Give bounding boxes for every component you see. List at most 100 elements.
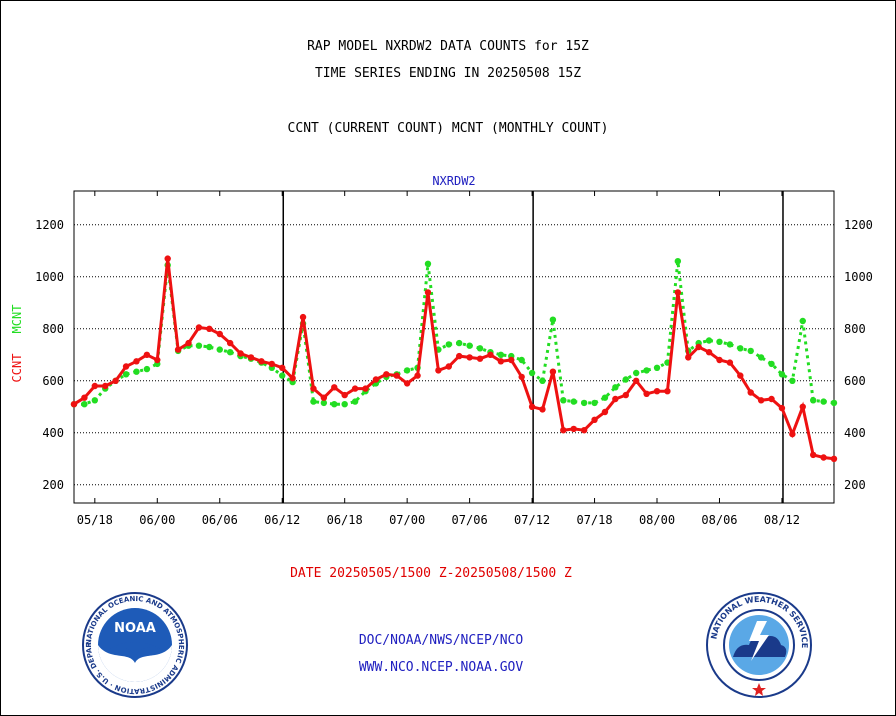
- y-tick-label-right: 1200: [844, 218, 873, 232]
- doc-noaa-link[interactable]: DOC/NOAA/NWS/NCEP/NCO: [358, 633, 524, 648]
- x-tick-label: 07/06: [452, 513, 488, 527]
- data-point-ccnt: [570, 425, 577, 433]
- data-point-ccnt: [310, 385, 317, 392]
- data-point-mcnt: [747, 347, 754, 355]
- series-line-mcnt: [74, 261, 835, 406]
- data-point-ccnt: [716, 356, 723, 364]
- data-point-ccnt: [768, 395, 775, 403]
- data-point-ccnt: [476, 355, 484, 362]
- data-point-ccnt: [643, 390, 650, 397]
- data-point-mcnt: [591, 399, 598, 407]
- plot-subtitle: NXRDW2: [432, 174, 475, 188]
- chart-title: RAP MODEL NXRDW2 DATA COUNTS for 15Z: [307, 39, 589, 54]
- data-point-ccnt: [601, 408, 609, 416]
- data-point-mcnt: [81, 401, 88, 408]
- data-point-ccnt: [351, 385, 359, 392]
- data-point-mcnt: [809, 397, 817, 404]
- data-point-mcnt: [653, 364, 661, 371]
- data-point-ccnt: [216, 330, 223, 338]
- y-tick-label-right: 1000: [844, 270, 873, 284]
- x-tick-label: 07/18: [576, 513, 612, 527]
- data-point-mcnt: [445, 341, 452, 348]
- x-tick-label: 07/00: [389, 513, 425, 527]
- data-point-ccnt: [237, 350, 244, 357]
- x-tick-label: 08/06: [701, 513, 737, 527]
- y-tick-label-right: 400: [844, 426, 866, 440]
- data-point-mcnt: [757, 354, 765, 361]
- data-point-mcnt: [768, 360, 775, 368]
- data-point-ccnt: [185, 339, 192, 347]
- data-point-mcnt: [91, 397, 99, 404]
- x-tick-label: 06/00: [139, 513, 175, 527]
- data-point-ccnt: [809, 451, 817, 459]
- data-point-ccnt: [778, 404, 786, 412]
- data-point-mcnt: [195, 342, 203, 349]
- data-point-ccnt: [591, 416, 598, 423]
- data-point-mcnt: [466, 342, 473, 349]
- data-point-ccnt: [757, 397, 765, 404]
- x-tick-label: 05/18: [77, 513, 113, 527]
- data-point-ccnt: [487, 351, 494, 358]
- data-point-mcnt: [778, 371, 786, 378]
- data-point-ccnt: [122, 363, 130, 370]
- y-tick-label-left: 400: [42, 426, 64, 440]
- y-tick-label-left: 200: [42, 478, 64, 492]
- data-point-mcnt: [705, 337, 713, 344]
- x-tick-label: 06/12: [264, 513, 300, 527]
- y-tick-label-left: 800: [42, 322, 64, 336]
- data-point-ccnt: [81, 394, 88, 401]
- data-point-ccnt: [653, 388, 661, 395]
- data-point-mcnt: [716, 338, 723, 345]
- data-point-ccnt: [414, 372, 421, 379]
- y-axis-label-ccnt: CCNT: [10, 354, 24, 383]
- data-point-ccnt: [799, 403, 806, 410]
- data-point-ccnt: [70, 401, 78, 408]
- data-point-mcnt: [601, 394, 609, 401]
- data-point-mcnt: [643, 367, 650, 374]
- data-point-ccnt: [341, 391, 348, 399]
- data-point-mcnt: [216, 346, 223, 353]
- noaa-logo-text: NOAA: [114, 621, 156, 636]
- data-point-ccnt: [102, 382, 109, 390]
- data-point-ccnt: [268, 360, 276, 368]
- data-point-mcnt: [737, 345, 744, 352]
- data-point-mcnt: [476, 345, 484, 352]
- data-point-ccnt: [206, 325, 213, 332]
- data-point-mcnt: [539, 377, 546, 384]
- data-point-ccnt: [164, 255, 171, 262]
- data-point-ccnt: [685, 354, 692, 361]
- data-point-mcnt: [351, 398, 359, 405]
- data-point-mcnt: [528, 369, 536, 377]
- chart-legend-description: CCNT (CURRENT COUNT) MCNT (MONTHLY COUNT…: [287, 121, 609, 136]
- data-point-ccnt: [664, 388, 671, 395]
- data-point-mcnt: [820, 398, 827, 405]
- data-point-ccnt: [518, 373, 525, 381]
- data-point-mcnt: [320, 399, 328, 407]
- data-point-mcnt: [518, 356, 525, 364]
- data-point-ccnt: [320, 394, 328, 401]
- data-point-mcnt: [206, 343, 213, 351]
- data-point-mcnt: [560, 397, 567, 404]
- data-point-ccnt: [830, 455, 838, 462]
- data-point-ccnt: [247, 354, 255, 361]
- data-point-ccnt: [435, 367, 442, 374]
- data-point-ccnt: [695, 343, 702, 351]
- data-point-ccnt: [632, 377, 640, 384]
- data-point-ccnt: [279, 364, 286, 371]
- x-tick-label: 06/18: [327, 513, 363, 527]
- data-point-ccnt: [549, 368, 557, 375]
- date-range-label: DATE 20250505/1500 Z-20250508/1500 Z: [290, 566, 572, 581]
- data-point-ccnt: [508, 356, 515, 364]
- y-tick-label-right: 800: [844, 322, 866, 336]
- y-axis-label-mcnt: MCNT: [10, 305, 24, 334]
- plot-frame: [73, 190, 835, 504]
- data-point-mcnt: [424, 260, 432, 267]
- data-point-ccnt: [622, 391, 629, 399]
- data-point-ccnt: [91, 382, 99, 390]
- nco-website-link[interactable]: WWW.NCO.NCEP.NOAA.GOV: [358, 660, 524, 675]
- data-point-ccnt: [424, 289, 432, 296]
- data-point-mcnt: [632, 369, 640, 377]
- data-point-ccnt: [497, 358, 505, 365]
- data-point-ccnt: [403, 380, 411, 387]
- data-point-mcnt: [726, 341, 734, 348]
